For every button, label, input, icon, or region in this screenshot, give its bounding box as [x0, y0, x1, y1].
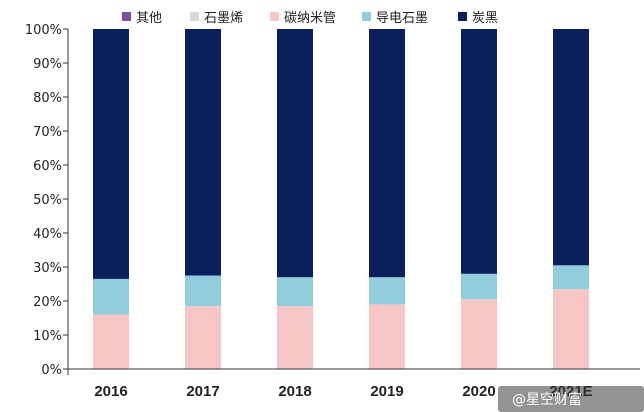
- bar-stack-2020: [461, 29, 497, 369]
- legend-item: 石墨烯: [190, 11, 243, 26]
- y-tick-label: 90%: [33, 57, 62, 72]
- y-tick-label: 40%: [33, 227, 62, 242]
- legend-item: 碳纳米管: [270, 11, 336, 26]
- bar-stack-2019: [369, 29, 405, 369]
- legend-swatch: [458, 12, 467, 21]
- bar-segment: [369, 29, 405, 278]
- y-tick-label: 30%: [33, 261, 62, 276]
- bar-stack-2017: [185, 29, 221, 369]
- legend-label: 导电石墨: [376, 11, 428, 26]
- bars: [93, 29, 589, 369]
- bar-segment: [93, 278, 129, 315]
- legend-item: 导电石墨: [362, 11, 428, 26]
- bar-segment: [553, 29, 589, 266]
- x-tick-label: 2016: [94, 383, 127, 400]
- legend-swatch: [190, 12, 199, 21]
- legend-label: 其他: [136, 11, 162, 26]
- bar-segment: [369, 277, 405, 305]
- x-tick-label: 2019: [370, 383, 403, 400]
- y-tick-label: 70%: [33, 125, 62, 140]
- bar-segment: [93, 314, 129, 369]
- bar-segment: [369, 304, 405, 369]
- legend-swatch: [122, 12, 131, 21]
- bar-segment: [461, 29, 497, 274]
- legend-label: 石墨烯: [204, 11, 243, 26]
- legend-item: 炭黑: [458, 11, 498, 26]
- bar-stack-2021E: [553, 29, 589, 369]
- bar-segment: [277, 306, 313, 369]
- legend-label: 碳纳米管: [284, 11, 336, 26]
- y-tick-label: 0%: [41, 363, 62, 378]
- bar-segment: [185, 306, 221, 369]
- y-axis: 0% 10% 20% 30% 40% 50% 60% 70% 80% 90% 100%: [25, 23, 69, 378]
- watermark: @星空财富: [498, 386, 644, 412]
- bar-segment: [93, 29, 129, 279]
- y-tick-label: 10%: [33, 329, 62, 344]
- legend: 其他 石墨烯 碳纳米管 导电石墨 炭黑: [122, 11, 498, 26]
- bar-segment: [553, 265, 589, 290]
- legend-item: 其他: [122, 11, 162, 26]
- legend-label: 炭黑: [472, 11, 498, 26]
- bar-segment: [553, 289, 589, 369]
- y-tick-label: 100%: [25, 23, 62, 38]
- x-tick-label: 2018: [278, 383, 311, 400]
- legend-swatch: [270, 12, 279, 21]
- bar-stack-2016: [93, 29, 129, 369]
- bar-stack-2018: [277, 29, 313, 369]
- watermark-text: @星空财富: [512, 391, 582, 408]
- bar-segment: [277, 277, 313, 307]
- bar-segment: [185, 29, 221, 276]
- bar-segment: [277, 29, 313, 278]
- y-tick-label: 60%: [33, 159, 62, 174]
- y-tick-label: 80%: [33, 91, 62, 106]
- bar-segment: [461, 273, 497, 300]
- watermark-background: [498, 386, 644, 412]
- bar-segment: [185, 275, 221, 307]
- y-tick-label: 50%: [33, 193, 62, 208]
- x-tick-label: 2020: [462, 383, 495, 400]
- legend-swatch: [362, 12, 371, 21]
- x-tick-label: 2017: [186, 383, 219, 400]
- bar-segment: [461, 299, 497, 369]
- y-tick-label: 20%: [33, 295, 62, 310]
